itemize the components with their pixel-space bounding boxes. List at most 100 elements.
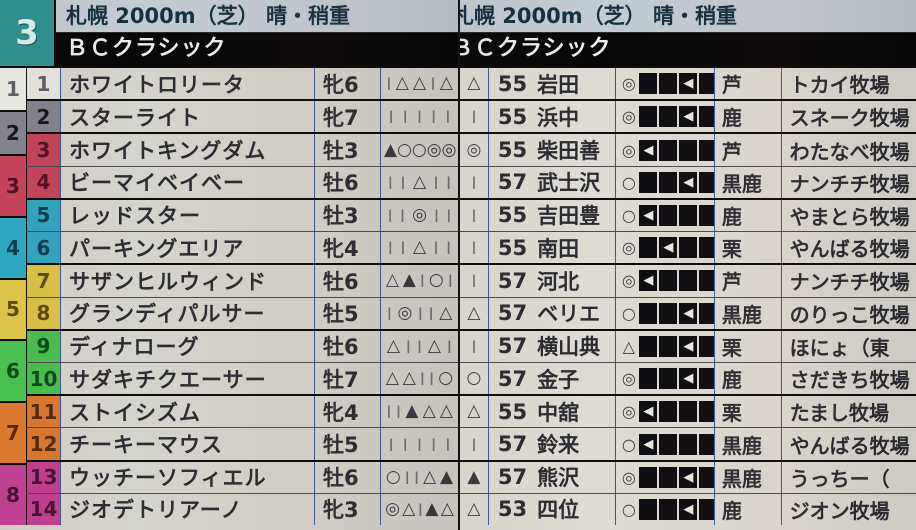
horse-row[interactable]: 10 サダキチクエーサー 牡7 △ △ | | ○	[26, 361, 458, 395]
horse-row[interactable]: 5 レッドスター 牡3 | | ◎ | |	[26, 197, 458, 232]
gauge-block: ◀	[679, 335, 698, 357]
tipster-marks: | | △ | |	[380, 166, 458, 198]
horse-row[interactable]: 8 グランディパルサー 牡5 | ◎ | | △	[26, 296, 458, 329]
horse-number-cell: 2	[26, 101, 60, 133]
tipster-marks: | | △ | |	[380, 232, 458, 264]
jockey-name: 岩田	[537, 72, 580, 97]
gauge-block	[659, 171, 678, 193]
horse-row[interactable]: 14 ジオデトリアーノ 牝3 ◎ △ | ▲ △	[26, 492, 458, 526]
mark-symbol: △	[423, 466, 437, 487]
mark-symbol: ◎	[397, 302, 413, 323]
tipster-marks: | | ◎ | |	[380, 199, 458, 232]
farm-name: トカイ牧場	[780, 68, 916, 100]
horse-row[interactable]: 6 パーキングエリア 牝4 | | △ | |	[26, 231, 458, 264]
gauge-condition-symbol: ◎	[621, 271, 636, 291]
no-mark-bar: |	[445, 240, 452, 255]
condition-gauge: ◎ ◀	[615, 265, 714, 297]
horse-row[interactable]: | 57 武士沢 ○ ◀ 黒鹿 ナンチチ牧場	[460, 165, 916, 198]
jockey-name: 柴田善	[537, 139, 601, 164]
horse-row[interactable]: △ 53 四位 ○ ◀ 鹿 ジオン牧場	[460, 492, 916, 526]
horse-row[interactable]: 12 チーキーマウス 牡5 | | | | |	[26, 427, 458, 460]
horse-row[interactable]: 13 ウッチーソフィエル 牡6 ○ | | △ ▲	[26, 459, 458, 493]
horse-row[interactable]: | 57 横山典 △ ◀ 栗 ほにょ（東	[460, 328, 916, 362]
gauge-block	[679, 204, 698, 226]
no-mark-bar: |	[400, 174, 406, 190]
horse-row[interactable]: 7 サザンヒルウィンド 牡6 △ ▲ | ○ |	[26, 263, 458, 297]
frame-number: 7	[0, 401, 26, 464]
horse-row[interactable]: △ 55 中舘 ◎ ◀ 栗 たまし牧場	[460, 394, 916, 428]
horse-row[interactable]: 1 ホワイトロリータ 牝6 | △ △ | △	[26, 66, 458, 100]
gauge-block: ◀	[659, 237, 678, 259]
carried-weight: 55	[497, 235, 528, 260]
horse-number-cell: 7	[26, 265, 60, 297]
no-mark-bar: |	[387, 207, 393, 223]
no-mark-bar: |	[445, 436, 451, 451]
gauge-block	[659, 368, 678, 390]
race-name-header: ＢＣクラシック	[0, 33, 458, 66]
horse-row[interactable]: ▲ 57 熊沢 ◎ ◀ 黒鹿 うっちー（	[460, 459, 916, 493]
condition-gauge: ◎ ◀	[615, 396, 714, 428]
horse-row[interactable]: | 55 南田 ◎ ◀ 栗 やんばる牧場	[460, 231, 916, 264]
mark-symbol: △	[402, 368, 416, 389]
race-name-header: ＢＣクラシック	[460, 33, 916, 66]
horse-list-left: 1 ホワイトロリータ 牝6 | △ △ | △ 2 スターライト 牝7 | | | | | 3 …	[0, 66, 458, 526]
mark-symbol: ○	[397, 139, 412, 160]
farm-name: うっちー（	[780, 461, 916, 493]
sex-age: 牡6	[314, 330, 380, 362]
sex-age: 牡3	[314, 134, 380, 166]
mark-symbol: △	[395, 73, 409, 94]
horse-row[interactable]: ○ 57 金子 ◎ ◀ 鹿 さだきち牧場	[460, 361, 916, 395]
horse-row[interactable]: | 55 吉田豊 ○ ◀ 鹿 やまとら牧場	[460, 197, 916, 232]
gauge-block	[699, 401, 714, 423]
horse-row[interactable]: | 55 浜中 ◎ ◀ 鹿 スネーク牧場	[460, 99, 916, 133]
gauge-block: ◀	[639, 270, 658, 292]
horse-row[interactable]: ◎ 55 柴田善 ◎ ◀ 芦 わたなべ牧場	[460, 132, 916, 166]
horse-row[interactable]: | 57 鈴来 ○ ◀ 黒鹿 やんばる牧場	[460, 427, 916, 460]
tipster-mark-overlap: △	[460, 494, 488, 525]
horse-name: ホワイトキングダム	[60, 134, 314, 166]
gauge-arrow-icon: ◀	[643, 207, 654, 223]
horse-row[interactable]: 3 ホワイトキングダム 牡3 ▲ ○ ○ ◎ ◎	[26, 132, 458, 166]
tipster-marks: | | ▲ △ △	[380, 396, 458, 428]
coat-color: 黒鹿	[713, 297, 781, 329]
mark-symbol: △	[439, 401, 453, 422]
horse-row[interactable]: | 57 河北 ◎ ◀ 芦 ナンチチ牧場	[460, 263, 916, 297]
horse-name: パーキングエリア	[60, 232, 314, 264]
tipster-marks: △ | | △ |	[380, 330, 458, 362]
gauge-arrow-icon: ◀	[683, 371, 694, 387]
horse-row[interactable]: 4 ビーマイベイベー 牡6 | | △ | |	[26, 165, 458, 198]
sex-age: 牡6	[314, 166, 380, 198]
gauge-block: ◀	[679, 498, 698, 520]
no-mark-bar: |	[430, 76, 436, 91]
tipster-mark-overlap: |	[460, 331, 488, 362]
gauge-block	[699, 302, 714, 324]
no-mark-bar: |	[471, 174, 477, 190]
no-mark-bar: |	[428, 305, 434, 320]
coat-color: 栗	[713, 232, 781, 264]
horse-name: スターライト	[60, 101, 314, 133]
coat-color: 黒鹿	[713, 461, 781, 493]
horse-row[interactable]: 2 スターライト 牝7 | | | | |	[26, 99, 458, 133]
horse-row[interactable]: △ 55 岩田 ◎ ◀ 芦 トカイ牧場	[460, 66, 916, 100]
farm-name: やんばる牧場	[780, 428, 916, 460]
mark-symbol: △	[440, 498, 454, 519]
sex-age: 牡7	[314, 362, 380, 395]
mark-symbol: △	[402, 498, 416, 519]
gauge-block	[659, 302, 678, 324]
jockey-name: 南田	[537, 236, 580, 261]
gauge-block: ◀	[639, 433, 658, 455]
horse-row[interactable]: 9 ディナローグ 牡6 △ | | △ |	[26, 328, 458, 362]
gauge-block	[639, 106, 658, 128]
horse-number-cell: 3	[26, 134, 60, 166]
no-mark-bar: |	[419, 273, 426, 288]
horse-row[interactable]: 11 ストイシズム 牝4 | | ▲ △ △	[26, 394, 458, 428]
gauge-block: ◀	[679, 106, 698, 128]
no-mark-bar: |	[417, 305, 424, 320]
horse-row[interactable]: △ 57 ベリエ ○ ◀ 黒鹿 のりっこ牧場	[460, 296, 916, 329]
tipster-mark-overlap: |	[460, 200, 488, 231]
mark-symbol: ○	[466, 368, 482, 389]
weight-jockey-cell: 55 岩田	[487, 68, 615, 100]
horse-number-cell: 5	[26, 199, 60, 232]
gauge-block	[699, 237, 714, 259]
gauge-arrow-icon: ◀	[683, 174, 694, 190]
